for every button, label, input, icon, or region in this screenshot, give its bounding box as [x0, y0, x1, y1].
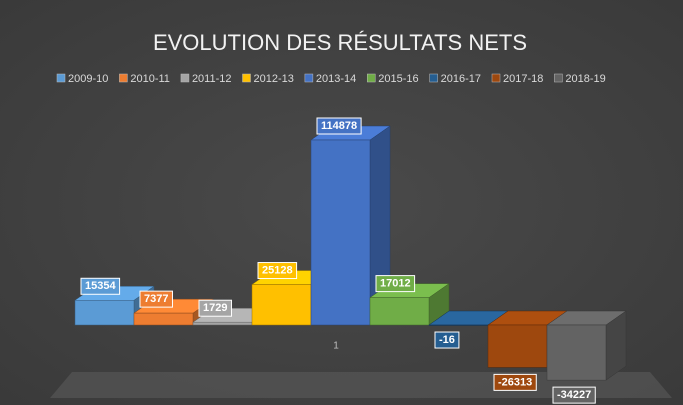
legend-label: 2011-12 [192, 73, 232, 85]
data-label-box [316, 117, 362, 135]
legend-label: 2009-10 [68, 73, 108, 85]
legend-label: 2013-14 [316, 73, 356, 85]
x-tick-label: 1 [333, 341, 339, 352]
data-label-box [375, 275, 416, 293]
data-label-box [139, 290, 173, 308]
legend-label: 2017-18 [503, 73, 543, 85]
legend-swatch [429, 73, 438, 83]
bar [428, 324, 489, 326]
bar [369, 297, 430, 326]
data-label: 114878 [321, 120, 357, 132]
chart-title: EVOLUTION DES RÉSULTATS NETS [153, 30, 527, 55]
legend-swatch [304, 73, 314, 83]
bar [546, 324, 607, 381]
legend-label: 2018-19 [565, 73, 605, 85]
data-label: -34227 [557, 389, 591, 401]
data-label: 25128 [262, 264, 293, 276]
legend-swatch [554, 73, 563, 83]
legend-swatch [56, 73, 66, 83]
legend-label: 2016-17 [441, 73, 481, 85]
legend-swatch [180, 73, 190, 83]
legend-label: 2012-13 [254, 73, 294, 85]
data-label-box [80, 277, 121, 295]
legend-swatch [119, 73, 128, 83]
data-label: 15354 [85, 280, 116, 292]
data-label-box [257, 262, 298, 280]
legend-swatch [491, 73, 501, 83]
data-label: 7377 [144, 293, 168, 305]
legend-label: 2010-11 [130, 73, 170, 85]
bar [251, 284, 312, 326]
bar [487, 324, 548, 368]
bar [310, 139, 371, 326]
data-label-box [434, 331, 460, 349]
legend-label: 2015-16 [378, 73, 418, 85]
bar [74, 300, 135, 326]
bar [133, 312, 194, 326]
data-label-box [552, 386, 596, 404]
data-label: -26313 [498, 376, 532, 388]
data-label: 17012 [380, 278, 411, 290]
legend-swatch [242, 73, 251, 83]
data-label-box [198, 299, 232, 317]
legend-swatch [367, 73, 376, 83]
data-label: 1729 [203, 302, 227, 314]
data-label-box [493, 373, 537, 391]
bar [192, 321, 253, 326]
data-label: -16 [439, 334, 455, 346]
